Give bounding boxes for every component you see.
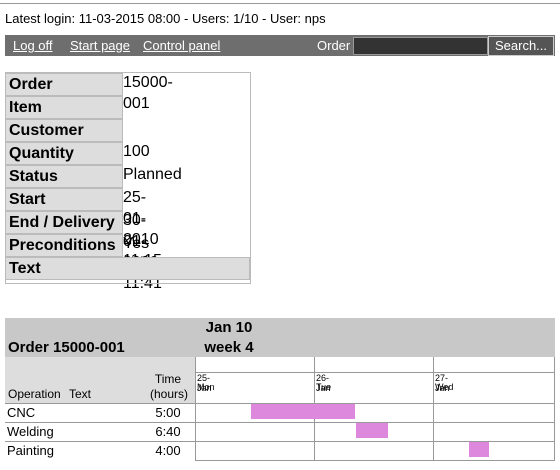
schedule-bar [251, 404, 355, 419]
week: week 4 [204, 339, 254, 356]
operation-time: 5:00 [155, 405, 181, 420]
day-weekday: Tue [316, 382, 332, 392]
gantt-header [5, 318, 555, 357]
nav-link[interactable]: Control panel [143, 38, 221, 53]
field-label: Quantity [5, 142, 123, 165]
field-value: Yes [123, 235, 150, 252]
field-label: End / Delivery [5, 211, 123, 234]
top-rule [0, 3, 560, 4]
gantt-title: Order 15000-001 [8, 339, 125, 356]
field-value: 15000-001 [123, 74, 173, 112]
day-weekday: Mon [197, 382, 215, 392]
day-weekday: Wed [435, 382, 454, 392]
search-button[interactable]: Search... [488, 36, 554, 56]
search-label: Order [317, 38, 351, 53]
schedule-bar [469, 442, 489, 457]
details-frame [5, 72, 251, 284]
day-date: 27-Jan [435, 373, 450, 393]
operation-time: 4:00 [155, 443, 181, 458]
field-value: 100 [123, 143, 150, 160]
time-unit: (hours) [150, 387, 189, 401]
operation-header: Operation [8, 387, 61, 401]
nav-link[interactable]: Start page [70, 38, 130, 53]
field-label: Customer [5, 119, 123, 142]
operation-name: Welding [7, 424, 54, 439]
operation-name: CNC [7, 405, 36, 420]
operation-time: 6:40 [155, 424, 181, 439]
field-label: Text [5, 257, 250, 280]
text-header: Text [69, 387, 92, 401]
time-header: Time [154, 372, 182, 386]
nav-bar: Log off Start page Control panel Order S… [5, 35, 555, 56]
field-label: Preconditions [5, 234, 123, 257]
status-line: Latest login: 11-03-2015 08:00 - Users: … [5, 11, 326, 26]
day-date: 26-Jan [316, 373, 331, 393]
operation-name: Painting [7, 443, 54, 458]
field-label: Order [5, 73, 123, 96]
search-input[interactable] [353, 37, 488, 55]
day-date: 25-Jan [197, 373, 212, 393]
nav-link[interactable]: Log off [13, 38, 53, 53]
field-label: Start [5, 188, 123, 211]
field-label: Status [5, 165, 123, 188]
column-header [5, 357, 195, 403]
month: Jan 10 [205, 319, 253, 336]
schedule-bar [356, 423, 388, 438]
field-value: Planned [123, 166, 182, 183]
